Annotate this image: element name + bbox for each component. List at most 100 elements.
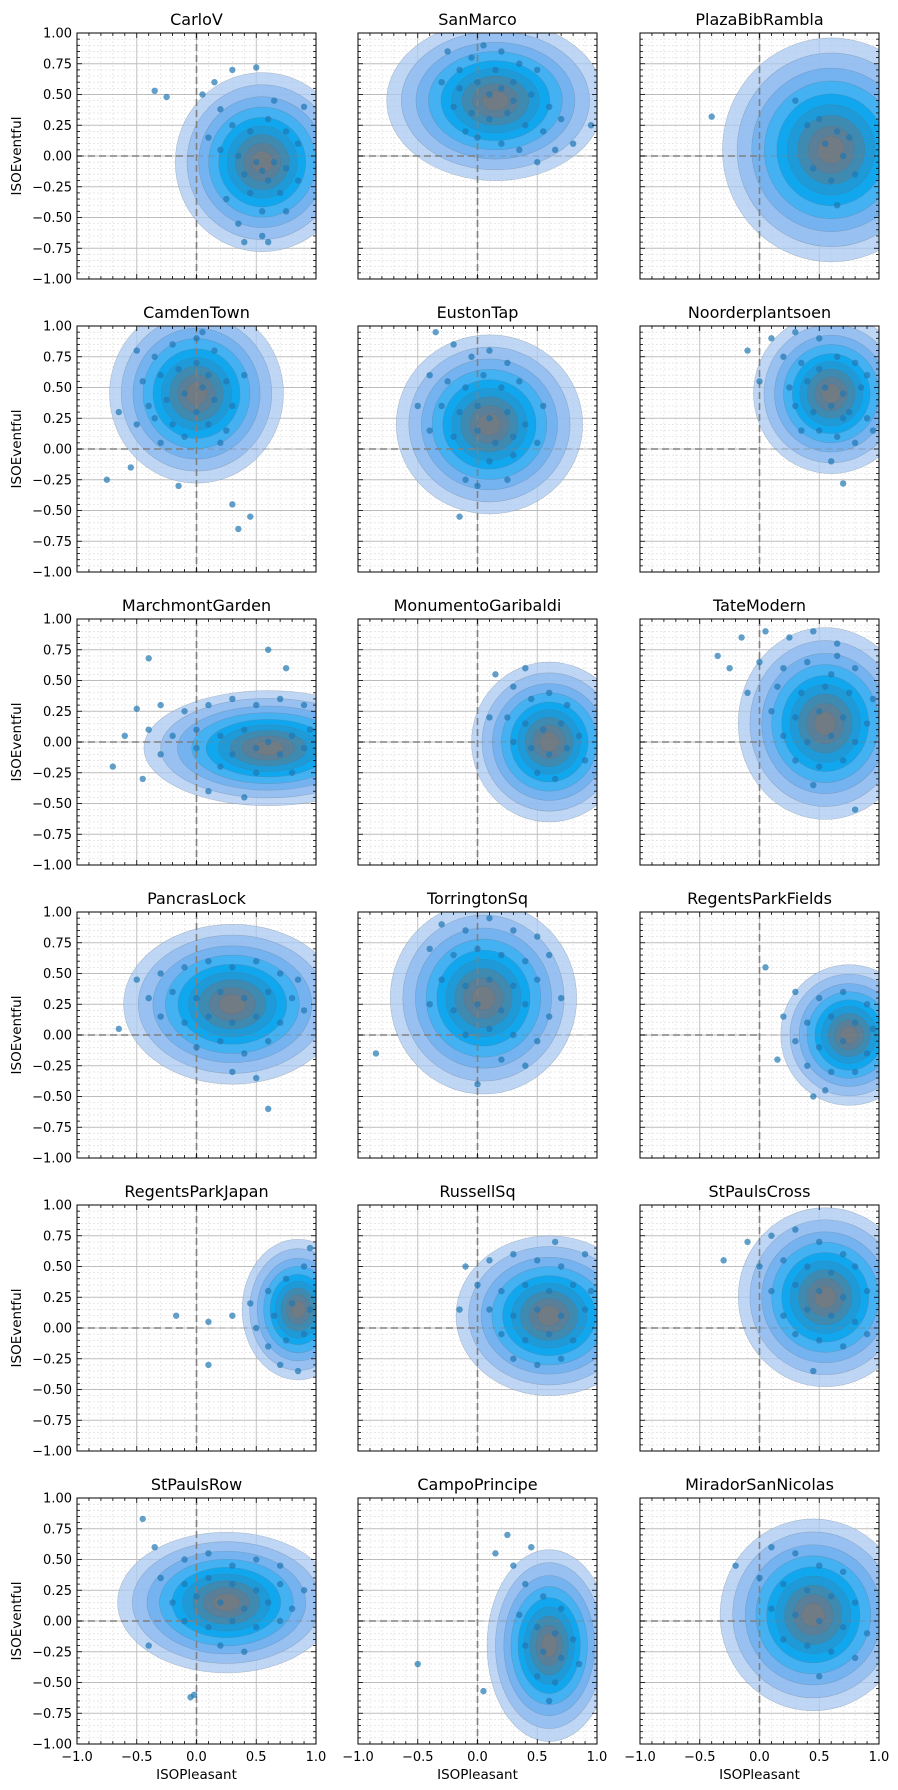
- panel-title: PlazaBibRambla: [695, 10, 823, 29]
- data-point: [498, 140, 505, 147]
- data-point: [468, 353, 475, 360]
- data-point: [288, 994, 296, 1002]
- data-point: [816, 335, 823, 342]
- data-point: [863, 1050, 871, 1057]
- data-point: [851, 1068, 859, 1076]
- data-point: [172, 1312, 180, 1319]
- points-TorringtonSq: [372, 914, 565, 1088]
- data-point: [569, 1281, 577, 1289]
- data-point: [480, 372, 487, 379]
- data-point: [792, 1611, 799, 1619]
- y-tick-label: 0.50: [43, 967, 72, 982]
- data-point: [211, 347, 218, 354]
- data-point: [426, 372, 433, 379]
- data-point: [756, 1574, 763, 1582]
- y-tick-label: −1.00: [32, 1152, 72, 1167]
- data-point: [557, 115, 565, 123]
- data-point: [828, 1013, 835, 1020]
- data-point: [241, 994, 248, 1002]
- x-tick-label: 0.0: [467, 1750, 488, 1765]
- data-point: [551, 1238, 559, 1246]
- data-point: [241, 1605, 248, 1612]
- data-point: [253, 158, 260, 166]
- data-point: [528, 744, 535, 752]
- data-point: [822, 1087, 829, 1094]
- y-tick-label: −0.50: [32, 211, 72, 226]
- data-point: [109, 763, 117, 770]
- data-point: [145, 726, 152, 733]
- ticks: [76, 325, 317, 573]
- data-point: [792, 1550, 799, 1557]
- data-point: [241, 1648, 248, 1655]
- points-Noorderplantsoen: [744, 328, 877, 487]
- density-Noorderplantsoen: [753, 326, 879, 474]
- data-point: [557, 1263, 565, 1270]
- data-point: [726, 665, 733, 672]
- data-point: [468, 109, 475, 117]
- points-CamdenTown: [103, 328, 254, 533]
- y-axis-label: ISOEventful: [9, 996, 25, 1075]
- data-point: [474, 482, 481, 490]
- density-level-8: [814, 711, 837, 736]
- data-point: [546, 1287, 553, 1295]
- data-point: [851, 359, 859, 367]
- data-point: [863, 372, 871, 379]
- x-tick-label: −0.5: [121, 1750, 153, 1765]
- x-tick-label: 0.0: [749, 1750, 770, 1765]
- ticks: [639, 1204, 880, 1452]
- data-point: [551, 146, 559, 154]
- data-point: [833, 433, 841, 440]
- data-point: [265, 1287, 272, 1295]
- data-point: [534, 158, 541, 166]
- data-point: [253, 744, 260, 752]
- panel-title: PancrasLock: [147, 889, 247, 908]
- ticks: [357, 325, 598, 573]
- data-point: [444, 48, 451, 55]
- data-point: [492, 439, 499, 447]
- data-point: [229, 1068, 236, 1076]
- data-point: [839, 1251, 847, 1258]
- data-point: [851, 1318, 859, 1326]
- data-point: [205, 421, 212, 428]
- data-point: [851, 171, 859, 178]
- data-point: [462, 384, 469, 391]
- density-level-8: [817, 135, 845, 164]
- data-point: [498, 1287, 505, 1295]
- data-point: [474, 1081, 481, 1088]
- data-point: [151, 87, 158, 95]
- data-point: [217, 1037, 224, 1045]
- y-tick-label: −0.25: [32, 1059, 72, 1074]
- data-point: [205, 958, 212, 965]
- data-point: [816, 365, 823, 373]
- data-point: [163, 396, 170, 403]
- data-point: [426, 427, 433, 434]
- data-point: [241, 794, 248, 801]
- y-tick-label: 0.25: [43, 1291, 72, 1306]
- data-point: [720, 1257, 727, 1264]
- density-EustonTap: [395, 334, 583, 515]
- density-TorringtonSq: [389, 912, 577, 1095]
- data-point: [181, 1019, 188, 1026]
- data-point: [462, 927, 469, 934]
- data-point: [217, 146, 224, 154]
- data-point: [587, 1287, 595, 1295]
- data-point: [851, 738, 859, 746]
- panel-title: CampoPrincipe: [417, 1475, 537, 1494]
- data-point: [468, 54, 475, 61]
- data-point: [247, 1300, 254, 1307]
- data-point: [223, 195, 230, 203]
- data-point: [839, 1294, 847, 1301]
- data-point: [798, 689, 805, 696]
- panel-title: CarloV: [170, 10, 223, 29]
- data-point: [235, 220, 242, 227]
- y-tick-label: 1.00: [43, 320, 72, 335]
- data-point: [839, 1343, 847, 1350]
- data-point: [851, 665, 859, 672]
- data-point: [241, 238, 248, 246]
- data-point: [510, 1251, 517, 1258]
- data-point: [211, 396, 218, 403]
- data-point: [133, 705, 140, 712]
- y-tick-label: 1.00: [43, 613, 72, 628]
- data-point: [426, 945, 433, 953]
- data-point: [540, 726, 547, 733]
